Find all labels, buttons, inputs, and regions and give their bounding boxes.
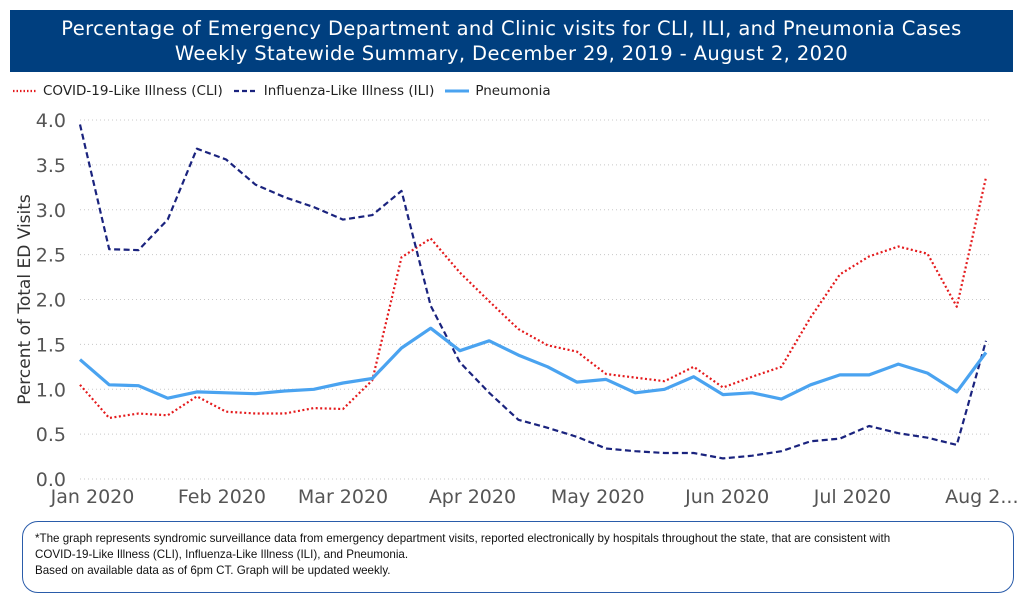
y-tick-label: 1.0	[36, 379, 66, 401]
y-axis-label: Percent of Total ED Visits	[15, 194, 35, 405]
x-tick-label: May 2020	[551, 486, 645, 508]
legend-swatch-ili	[233, 89, 258, 93]
footnote-line-2: COVID-19-Like Illness (CLI), Influenza-L…	[35, 548, 409, 561]
y-tick-label: 2.0	[36, 290, 66, 312]
x-tick-label: Aug 2...	[945, 486, 1018, 508]
y-tick-label: 3.0	[36, 200, 66, 222]
legend-label-cli: COVID-19-Like Illness (CLI)	[43, 83, 223, 99]
footnote-line-3: Based on available data as of 6pm CT. Gr…	[35, 564, 391, 577]
legend-swatch-cli	[13, 89, 37, 93]
legend-swatch-pneumonia	[445, 89, 470, 93]
chart-title: Percentage of Emergency Department and C…	[61, 17, 962, 40]
x-tick-label: Feb 2020	[178, 486, 266, 508]
y-axis: 0.0 0.5 1.0 1.5 2.0 2.5 3.0 3.5 4.0	[36, 110, 66, 491]
y-tick-label: 4.0	[36, 110, 66, 132]
chart-title-banner: Percentage of Emergency Department and C…	[10, 10, 1013, 72]
y-tick-label: 3.5	[36, 155, 66, 177]
footnote-box: *The graph represents syndromic surveill…	[22, 521, 1014, 593]
chart-legend: COVID-19-Like Illness (CLI) Influenza-Li…	[12, 80, 561, 102]
line-chart: 0.0 0.5 1.0 1.5 2.0 2.5 3.0 3.5 4.0 Jan 2020 Feb …	[15, 110, 1019, 508]
legend-item-pneumonia[interactable]: Pneumonia	[444, 83, 551, 99]
x-tick-label: Mar 2020	[298, 486, 388, 508]
footnote-line-1: *The graph represents syndromic surveill…	[35, 532, 891, 545]
legend-item-cli[interactable]: COVID-19-Like Illness (CLI)	[12, 83, 223, 99]
series-line-pneumonia	[78, 326, 988, 401]
legend-label-ili: Influenza-Like Illness (ILI)	[263, 83, 435, 99]
series-line-ili	[78, 124, 988, 460]
x-tick-label: Jan 2020	[50, 486, 135, 508]
series-line-cli	[79, 177, 988, 420]
x-axis: Jan 2020 Feb 2020 Mar 2020 Apr 2020 May 2020…	[50, 486, 1019, 508]
x-tick-label: Apr 2020	[429, 486, 516, 508]
x-tick-label: Jun 2020	[684, 486, 769, 508]
y-tick-label: 0.5	[36, 424, 66, 446]
legend-item-ili[interactable]: Influenza-Like Illness (ILI)	[233, 83, 435, 99]
y-tick-label: 1.5	[36, 334, 66, 356]
y-tick-label: 2.5	[36, 245, 66, 267]
legend-label-pneumonia: Pneumonia	[475, 83, 551, 99]
x-tick-label: Jul 2020	[813, 486, 891, 508]
y-tick-label: 0.0	[36, 469, 66, 491]
chart-subtitle: Weekly Statewide Summary, December 29, 2…	[174, 42, 849, 65]
series-lines	[78, 124, 988, 460]
